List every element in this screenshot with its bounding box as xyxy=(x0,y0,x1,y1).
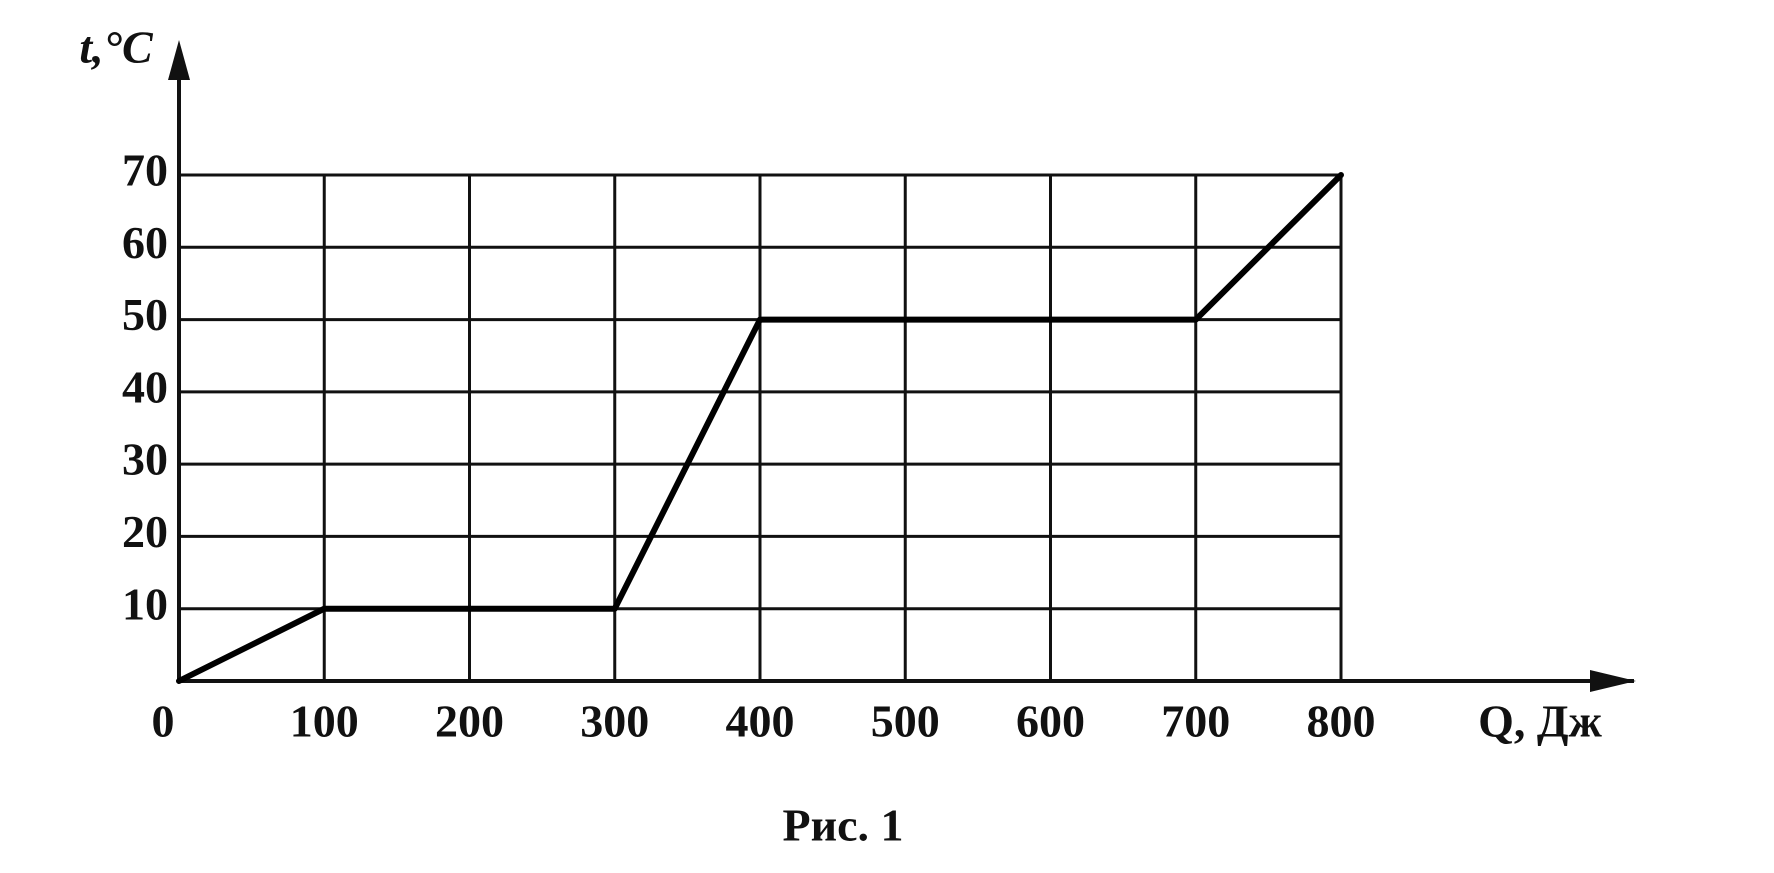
y-tick-label: 40 xyxy=(122,361,168,412)
x-axis-label: Q, Дж xyxy=(1478,696,1602,747)
x-tick-label: 200 xyxy=(435,696,504,747)
y-tick-label: 60 xyxy=(122,217,168,268)
y-axis-label: t,°C xyxy=(79,22,154,73)
y-tick-label: 50 xyxy=(122,289,168,340)
y-tick-label: 70 xyxy=(122,145,168,196)
y-tick-label: 20 xyxy=(122,506,168,557)
y-tick-label: 30 xyxy=(122,434,168,485)
x-tick-label: 300 xyxy=(580,696,649,747)
x-tick-label: 500 xyxy=(871,696,940,747)
x-tick-label: 700 xyxy=(1161,696,1230,747)
y-axis-arrow xyxy=(168,40,190,80)
x-tick-label: 400 xyxy=(726,696,795,747)
x-tick-label: 600 xyxy=(1016,696,1085,747)
caption: Рис. 1 xyxy=(782,800,903,851)
y-tick-label: 10 xyxy=(122,578,168,629)
x-tick-label: 0 xyxy=(152,696,175,747)
x-axis-arrow xyxy=(1590,670,1636,692)
grid xyxy=(177,173,1343,681)
x-tick-label: 800 xyxy=(1307,696,1376,747)
data-line xyxy=(176,172,1344,684)
x-tick-label: 100 xyxy=(290,696,359,747)
